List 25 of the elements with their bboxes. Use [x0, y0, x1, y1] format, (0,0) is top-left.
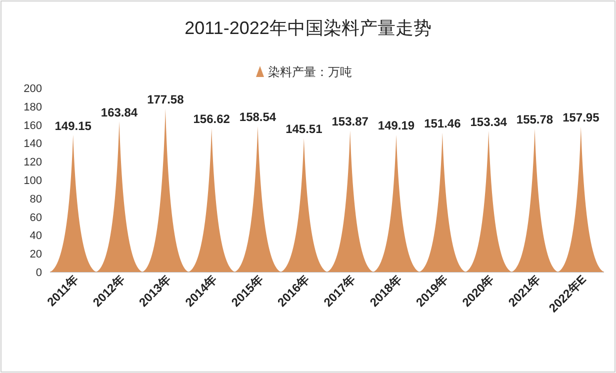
- y-tick-label: 0: [36, 267, 42, 279]
- data-label: 155.78: [516, 112, 554, 127]
- data-label: 153.34: [470, 114, 508, 129]
- y-tick-label: 180: [24, 101, 42, 114]
- y-tick-label: 20: [30, 248, 42, 261]
- y-tick-label: 120: [24, 156, 42, 169]
- chart-title: 2011-2022年中国染料产量走势: [184, 18, 432, 38]
- y-tick-label: 40: [30, 230, 42, 242]
- data-label: 156.62: [193, 112, 230, 126]
- y-tick-label: 140: [24, 138, 42, 150]
- data-label: 163.84: [100, 105, 138, 120]
- data-label: 177.58: [147, 92, 184, 107]
- data-label: 149.15: [54, 118, 92, 133]
- y-tick-label: 80: [30, 193, 42, 206]
- data-label: 149.19: [378, 118, 415, 133]
- data-label: 151.46: [424, 116, 462, 131]
- y-tick-label: 100: [24, 175, 42, 187]
- data-label: 157.95: [562, 110, 600, 125]
- data-label: 158.54: [239, 110, 276, 124]
- legend: 染料产量：万吨: [256, 65, 352, 79]
- y-tick-label: 200: [24, 83, 42, 95]
- y-tick-label: 160: [24, 120, 42, 132]
- y-tick-label: 60: [30, 212, 42, 224]
- data-label: 145.51: [286, 122, 323, 136]
- data-label: 153.87: [332, 114, 369, 128]
